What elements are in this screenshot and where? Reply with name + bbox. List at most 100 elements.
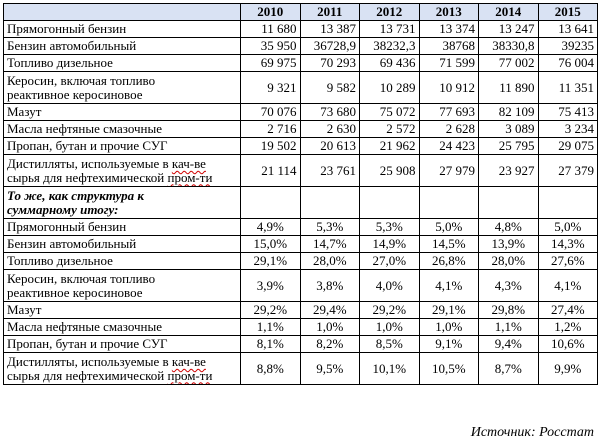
value-cell: 29 075 [537,137,598,155]
value-cell: 24 423 [418,137,479,155]
value-cell: 21 962 [359,137,420,155]
row-label-text: реактивное керосиновое [7,284,143,300]
value-cell: 29,4% [299,301,360,319]
value-cell: 20 613 [299,137,360,155]
value-cell: 3 234 [537,120,598,138]
row-label-text: Мазут [7,104,42,120]
value-cell: 4,0% [359,269,420,302]
value-cell: 10 912 [418,71,479,104]
share-row: Дистилляты, используемые в кач-ве сырья д… [3,352,598,385]
volume-row: Прямогонный бензин 11 680 13 387 13 731 13 3… [3,20,598,38]
value-cell: 71 599 [418,54,479,72]
value-cell: 10,5% [418,352,479,385]
value-cell: 69 436 [359,54,420,72]
value-cell: 27 979 [418,154,479,187]
row-label: Бензин автомобильный [3,235,241,253]
value-cell: 13 641 [537,20,598,38]
value-cell: 82 109 [478,103,539,121]
value-cell: 4,3% [478,269,539,302]
row-label: Топливо дизельное [3,54,241,72]
empty-cell [418,186,479,219]
row-label-text: реактивное керосиновое [7,86,143,102]
value-cell: 13,9% [478,235,539,253]
empty-cell [299,186,360,219]
row-label-text: Прямогонный бензин [7,219,127,235]
source-note: Источник: Росстат [470,425,594,440]
value-cell: 25 908 [359,154,420,187]
row-label-text: сырья для нефтехимической [7,367,168,383]
row-label-text: Бензин автомобильный [7,236,137,252]
value-cell: 38232,3 [359,37,420,55]
value-cell: 9,1% [418,335,479,353]
value-cell: 76 004 [537,54,598,72]
section-heading-row: То же, как структура к суммарному итогу: [3,186,598,219]
value-cell: 29,2% [240,301,301,319]
year-header: 2010 [240,3,301,21]
volume-row: Керосин, включая топливо реактивное керос… [3,71,598,104]
value-cell: 1,0% [418,318,479,336]
value-cell: 1,0% [299,318,360,336]
value-cell: 29,8% [478,301,539,319]
year-header: 2011 [299,3,360,21]
row-label: Мазут [3,301,241,319]
value-cell: 5,3% [299,218,360,236]
value-cell: 26,8% [418,252,479,270]
empty-cell [359,186,420,219]
share-row: Мазут 29,2% 29,4% 29,2% 29,1% 29,8% 27,4% [3,301,598,319]
value-cell: 11 890 [478,71,539,104]
value-cell: 4,1% [537,269,598,302]
section-heading: То же, как структура к суммарному итогу: [3,186,241,219]
row-label: Пропан, бутан и прочие СУГ [3,137,241,155]
value-cell: 9,9% [537,352,598,385]
share-row: Прямогонный бензин 4,9% 5,3% 5,3% 5,0% 4,8% 5,… [3,218,598,236]
value-cell: 9 321 [240,71,301,104]
row-label-text: Керосин, включая топливо [7,73,156,88]
header-corner-cell [3,3,241,21]
value-cell: 8,2% [299,335,360,353]
value-cell: 10,1% [359,352,420,385]
value-cell: 8,7% [478,352,539,385]
year-header: 2012 [359,3,420,21]
value-cell: 27,6% [537,252,598,270]
row-label-text: сырья для нефтехимической [7,169,168,185]
value-cell: 13 374 [418,20,479,38]
value-cell: 14,9% [359,235,420,253]
value-cell: 14,5% [418,235,479,253]
volume-row: Дистилляты, используемые в кач-ве сырья д… [3,154,598,187]
value-cell: 1,2% [537,318,598,336]
value-cell: 21 114 [240,154,301,187]
year-header: 2013 [418,3,479,21]
volume-row: Мазут 70 076 73 680 75 072 77 693 82 109 75 41… [3,103,598,121]
value-cell: 5,0% [537,218,598,236]
value-cell: 1,1% [240,318,301,336]
value-cell: 10 289 [359,71,420,104]
row-label-text: Керосин, включая топливо [7,271,156,286]
value-cell: 8,1% [240,335,301,353]
value-cell: 13 731 [359,20,420,38]
row-label-text: Прямогонный бензин [7,21,127,37]
value-cell: 73 680 [299,103,360,121]
section-heading-text: суммарному итогу: [7,201,119,217]
value-cell: 8,5% [359,335,420,353]
volume-row: Пропан, бутан и прочие СУГ 19 502 20 613 21… [3,137,598,155]
row-label-text: Дистилляты, используемые в [7,354,172,369]
row-label-text: Пропан, бутан и прочие СУГ [7,336,168,352]
volume-row: Топливо дизельное 69 975 70 293 69 436 71 59… [3,54,598,72]
year-header: 2015 [537,3,598,21]
row-label: Мазут [3,103,241,121]
value-cell: 11 680 [240,20,301,38]
row-label-text: Мазут [7,302,42,318]
row-label: Топливо дизельное [3,252,241,270]
value-cell: 70 076 [240,103,301,121]
share-row: Пропан, бутан и прочие СУГ 8,1% 8,2% 8,5% 9,… [3,335,598,353]
row-label-text: Пропан, бутан и прочие СУГ [7,138,168,154]
row-label-text: Бензин автомобильный [7,38,137,54]
petroleum-products-table: 2010 2011 2012 2013 2014 2015 Прямогонны… [3,3,598,385]
row-label: Дистилляты, используемые в кач-ве сырья д… [3,154,241,187]
value-cell: 9 582 [299,71,360,104]
share-row: Бензин автомобильный 15,0% 14,7% 14,9% 14,5%… [3,235,598,253]
value-cell: 3,8% [299,269,360,302]
value-cell: 5,0% [418,218,479,236]
value-cell: 77 693 [418,103,479,121]
row-label: Дистилляты, используемые в кач-ве сырья д… [3,352,241,385]
